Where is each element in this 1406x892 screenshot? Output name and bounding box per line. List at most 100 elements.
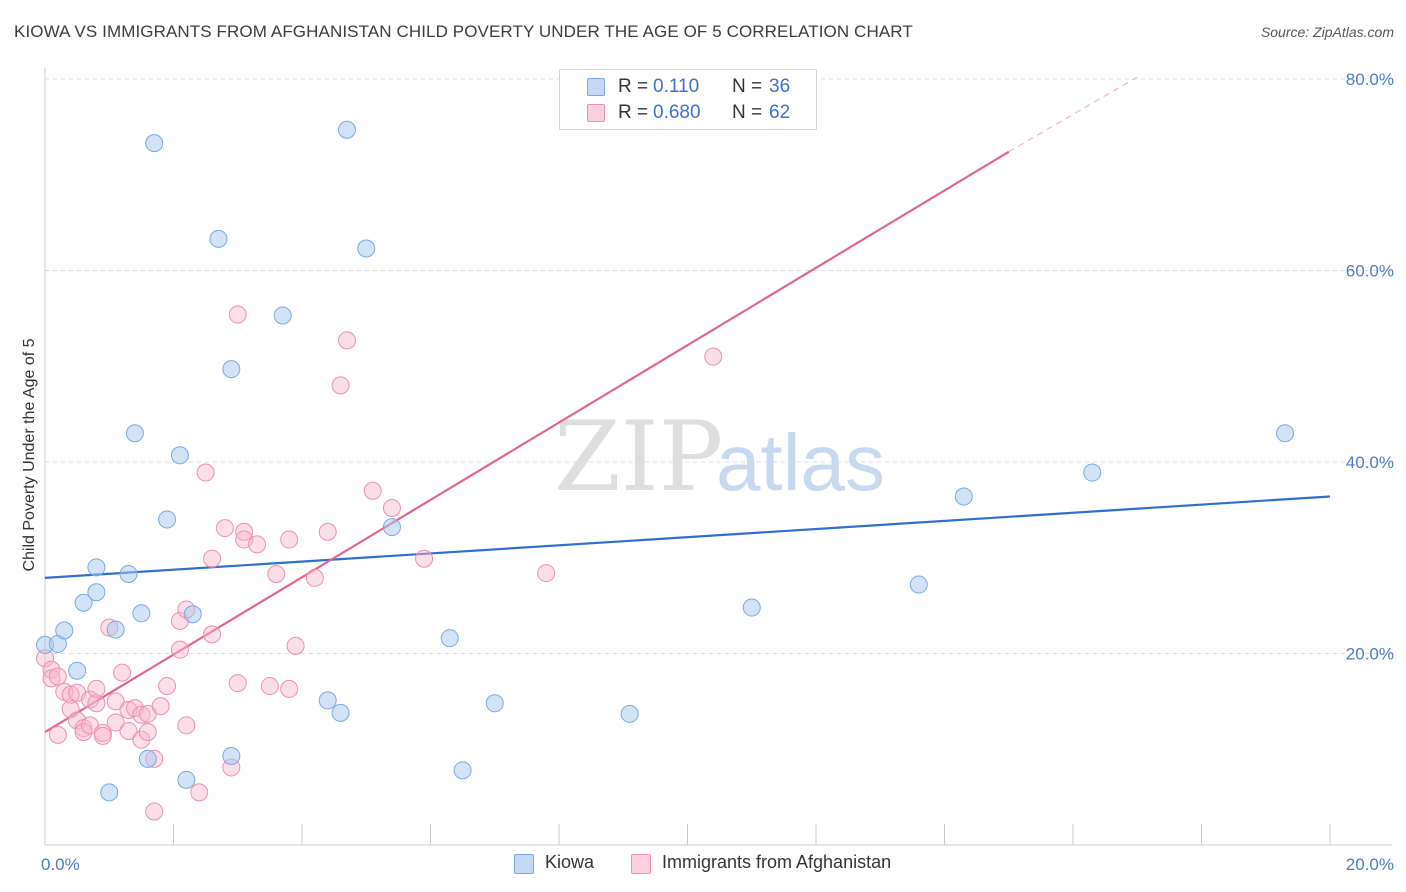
data-point-afghanistan — [113, 663, 132, 682]
data-point-kiowa — [87, 558, 106, 577]
data-point-kiowa — [440, 629, 459, 648]
data-point-kiowa — [909, 575, 928, 594]
tick-labels: 20.0% 40.0% 60.0% 80.0% 0.0% 20.0% — [41, 70, 1394, 874]
data-point-kiowa — [1083, 463, 1102, 482]
legend-n-label: N = — [732, 102, 763, 123]
legend-n-value: 36 — [769, 76, 791, 97]
data-point-afghanistan — [203, 625, 222, 644]
x-tick-label: 20.0% — [1346, 855, 1394, 874]
legend-swatch-kiowa — [587, 78, 605, 96]
data-point-kiowa — [125, 424, 144, 443]
legend-r-value: 0.680 — [653, 102, 701, 123]
data-point-kiowa — [74, 593, 93, 612]
legend-swatch-afghanistan — [587, 104, 605, 122]
data-point-kiowa — [273, 306, 292, 325]
legend-r-value: 0.110 — [653, 76, 700, 97]
data-point-kiowa — [119, 565, 138, 584]
y-tick-label: 80.0% — [1346, 70, 1394, 89]
trend-lines — [44, 76, 1331, 733]
trend-line-afghanistan — [44, 150, 1010, 733]
data-point-kiowa — [382, 518, 401, 537]
trend-line-afghanistan-extension — [1008, 76, 1138, 153]
legend-n-label: N = — [732, 76, 763, 97]
data-point-kiowa — [209, 229, 228, 248]
data-point-kiowa — [318, 691, 337, 710]
data-point-kiowa — [177, 770, 196, 789]
watermark: ZIP atlas — [554, 401, 885, 513]
data-point-kiowa — [170, 446, 189, 465]
data-point-kiowa — [132, 604, 151, 623]
y-tick-label: 40.0% — [1346, 453, 1394, 472]
data-point-afghanistan — [93, 726, 112, 745]
data-point-kiowa — [357, 239, 376, 258]
data-point-kiowa — [68, 661, 87, 680]
legend-label-afghanistan: Immigrants from Afghanistan — [662, 852, 892, 872]
data-point-kiowa — [1276, 424, 1295, 443]
y-tick-label: 60.0% — [1346, 262, 1394, 281]
data-point-afghanistan — [215, 519, 234, 538]
source-attribution: Source: ZipAtlas.com — [1260, 24, 1394, 40]
data-point-afghanistan — [260, 677, 279, 696]
data-point-afghanistan — [228, 305, 247, 324]
data-point-afghanistan — [196, 463, 215, 482]
data-point-kiowa — [954, 487, 973, 506]
legend-swatch-kiowa — [514, 854, 534, 874]
data-point-afghanistan — [228, 674, 247, 693]
trend-line-kiowa — [44, 495, 1331, 579]
data-point-kiowa — [183, 605, 202, 624]
data-point-kiowa — [620, 704, 639, 723]
x-tick-label: 0.0% — [41, 855, 80, 874]
data-point-kiowa — [485, 694, 504, 713]
data-point-afghanistan — [74, 723, 93, 742]
data-point-afghanistan — [537, 564, 556, 583]
watermark-zip: ZIP — [554, 401, 723, 513]
data-point-kiowa — [145, 134, 164, 153]
data-point-afghanistan — [286, 636, 305, 655]
data-point-afghanistan — [331, 376, 350, 395]
data-point-kiowa — [106, 620, 125, 639]
gridlines — [45, 78, 1392, 654]
chart-title: KIOWA VS IMMIGRANTS FROM AFGHANISTAN CHI… — [14, 22, 913, 41]
data-point-afghanistan — [158, 677, 177, 696]
data-point-afghanistan — [190, 783, 209, 802]
data-point-afghanistan — [132, 730, 151, 749]
data-point-afghanistan — [170, 640, 189, 659]
data-point-afghanistan — [280, 679, 299, 698]
data-point-afghanistan — [280, 530, 299, 549]
data-point-afghanistan — [337, 331, 356, 350]
data-point-kiowa — [331, 703, 350, 722]
data-point-kiowa — [87, 583, 106, 602]
data-point-afghanistan — [363, 481, 382, 500]
legend-r-label: R = — [618, 76, 649, 97]
data-point-kiowa — [222, 360, 241, 379]
data-point-afghanistan — [415, 549, 434, 568]
data-point-afghanistan — [48, 725, 67, 744]
data-point-afghanistan — [704, 347, 723, 366]
data-point-afghanistan — [177, 716, 196, 735]
data-point-kiowa — [55, 621, 74, 640]
data-point-kiowa — [222, 746, 241, 765]
data-point-afghanistan — [87, 679, 106, 698]
data-point-afghanistan — [151, 697, 170, 716]
data-point-afghanistan — [203, 549, 222, 568]
data-point-afghanistan — [318, 522, 337, 541]
data-point-afghanistan — [87, 694, 106, 713]
data-point-afghanistan — [248, 535, 267, 554]
data-point-afghanistan — [235, 522, 254, 541]
data-point-kiowa — [337, 120, 356, 139]
axes — [44, 68, 1392, 846]
series-afghanistan-points — [36, 305, 723, 821]
watermark-atlas: atlas — [716, 418, 885, 507]
data-point-kiowa — [158, 510, 177, 529]
data-point-kiowa — [453, 761, 472, 780]
data-point-afghanistan — [382, 498, 401, 517]
legend-label-kiowa: Kiowa — [545, 852, 595, 872]
data-point-afghanistan — [145, 802, 164, 821]
data-point-afghanistan — [138, 723, 157, 742]
data-point-afghanistan — [132, 705, 151, 724]
data-point-afghanistan — [106, 713, 125, 732]
data-point-afghanistan — [42, 669, 61, 688]
data-point-afghanistan — [305, 568, 324, 587]
series-kiowa-points — [36, 120, 1295, 802]
